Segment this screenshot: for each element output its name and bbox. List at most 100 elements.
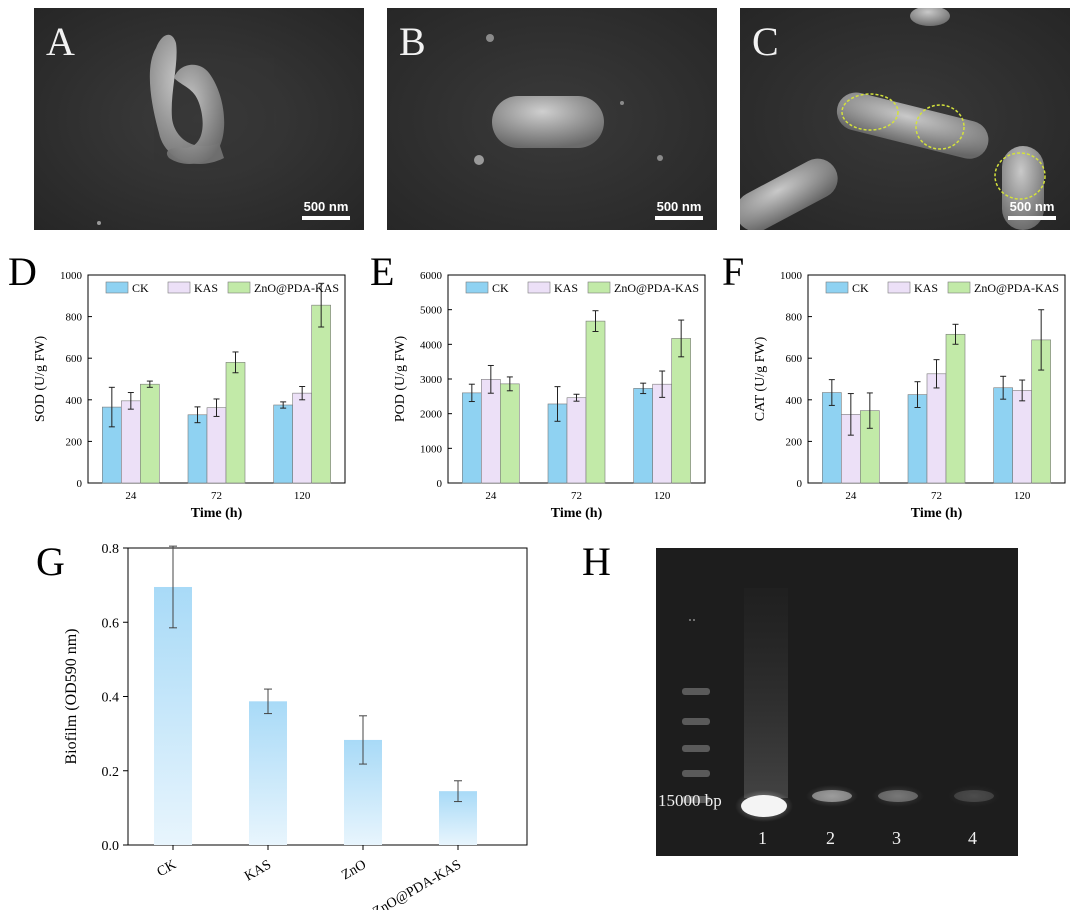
- legend-swatch: [105, 281, 129, 294]
- y-tick-label: 600: [786, 353, 803, 365]
- y-tick-label: 0: [437, 478, 443, 490]
- legend-label: ZnO@PDA-KAS: [974, 281, 1059, 295]
- legend-label: KAS: [194, 281, 218, 295]
- y-tick-label: 1000: [420, 443, 443, 455]
- bar-ck: [993, 387, 1013, 484]
- panel-label-a: A: [46, 19, 75, 64]
- y-tick-label: 0.2: [102, 765, 120, 780]
- legend-swatch: [527, 281, 551, 294]
- x-tick-label: ZnO: [339, 857, 369, 883]
- biofilm-chart: 0.0 0.2 0.4 0.6 0.8 CK KAS ZnO ZnO@PDA-KAS Biofil…: [63, 542, 528, 910]
- bar-zno-pda-kas: [225, 362, 246, 484]
- bar-ck: [633, 388, 653, 484]
- x-tick-label: 120: [1014, 490, 1031, 502]
- bar-zno-pda-kas: [311, 304, 331, 484]
- x-tick-label: 72: [931, 490, 942, 502]
- lane-number: 3: [892, 828, 901, 848]
- y-tick-label: 600: [66, 353, 83, 365]
- legend-label: CK: [132, 281, 149, 295]
- x-tick-label: 120: [654, 490, 671, 502]
- panel-label-d: D: [8, 249, 37, 294]
- scale-bar-label: 500 nm: [303, 199, 349, 214]
- y-tick-label: 1000: [60, 270, 83, 282]
- dna-band: [878, 790, 918, 802]
- bar-kas: [292, 392, 312, 484]
- legend-label: ZnO@PDA-KAS: [254, 281, 339, 295]
- scale-bar-c: 500 nm: [1008, 199, 1056, 220]
- bar-kas: [481, 379, 501, 484]
- legend-label: KAS: [554, 281, 578, 295]
- x-tick-label: ZnO@PDA-KAS: [371, 857, 464, 910]
- dna-band: [812, 790, 852, 802]
- y-tick-label: 4000: [420, 339, 443, 351]
- bar-kas: [1012, 390, 1032, 484]
- scale-bar-label: 500 nm: [1009, 199, 1055, 214]
- sem-panel-b: B 500 nm: [387, 8, 717, 230]
- bar-ck: [273, 404, 293, 484]
- bar-zno-pda-kas: [585, 320, 606, 484]
- ladder: [682, 688, 710, 803]
- scale-bar-b: 500 nm: [655, 199, 703, 220]
- band-glow: [872, 785, 924, 807]
- y-axis-label: SOD (U/g FW): [33, 336, 48, 423]
- panel-label-e: E: [370, 249, 395, 294]
- sem-panel-c: C 500 nm: [740, 8, 1070, 230]
- bar-zno-pda-kas: [140, 383, 160, 484]
- bar-ck: [822, 392, 842, 484]
- legend-swatch: [887, 281, 911, 294]
- bar-kas: [121, 400, 141, 484]
- legend-swatch: [465, 281, 489, 294]
- panel-label-h: H: [582, 539, 611, 584]
- y-axis-label: Biofilm (OD590 nm): [63, 629, 80, 765]
- y-tick-label: 0.4: [102, 691, 120, 706]
- y-tick-label: 0: [77, 478, 83, 490]
- lane-number: 2: [826, 828, 835, 848]
- x-tick-label: CK: [155, 857, 179, 880]
- legend-swatch: [825, 281, 849, 294]
- legend-label: CK: [492, 281, 509, 295]
- cat-chart: 0 200 400 600 800 1000 24 72 120 Time (h) CAT (U/g…: [753, 270, 1066, 521]
- dna-band: [954, 790, 994, 802]
- bar-kas: [566, 397, 587, 484]
- x-axis-label: Time (h): [191, 506, 243, 521]
- bar-zno-pda-kas: [671, 338, 691, 484]
- legend-swatch: [587, 281, 611, 294]
- scale-bar-label: 500 nm: [656, 199, 702, 214]
- bar-zno-pda-kas: [945, 333, 966, 484]
- bar-ck: [154, 586, 192, 845]
- gel-image: 15000 bp 1 2 3 4: [656, 548, 1018, 856]
- y-tick-label: 6000: [420, 270, 443, 282]
- scale-bar-a: 500 nm: [302, 199, 350, 220]
- y-axis-label: POD (U/g FW): [393, 336, 408, 423]
- panel-label-b: B: [399, 19, 426, 64]
- x-tick-label: 72: [571, 490, 582, 502]
- marker-label: 15000 bp: [658, 791, 722, 810]
- legend-swatch: [227, 281, 251, 294]
- legend-label: KAS: [914, 281, 938, 295]
- y-axis-label: CAT (U/g FW): [753, 336, 768, 421]
- x-tick-label: 24: [485, 490, 497, 502]
- bar-kas: [249, 701, 287, 845]
- bar-kas: [652, 383, 672, 484]
- x-tick-label: 24: [125, 490, 137, 502]
- band-glow: [948, 785, 1000, 807]
- y-tick-label: 0: [797, 478, 803, 490]
- x-tick-label: 24: [845, 490, 857, 502]
- legend-swatch: [167, 281, 191, 294]
- bar-ck: [462, 392, 482, 484]
- y-tick-label: 800: [786, 312, 803, 324]
- sem-panel-a: A 500 nm: [34, 8, 364, 230]
- y-tick-label: 200: [66, 436, 83, 448]
- y-tick-label: 3000: [420, 374, 443, 386]
- legend-label: CK: [852, 281, 869, 295]
- y-tick-label: 400: [786, 395, 803, 407]
- x-axis-label: Time (h): [911, 506, 963, 521]
- x-tick-label: KAS: [242, 857, 274, 884]
- y-tick-label: 800: [66, 312, 83, 324]
- y-tick-label: 400: [66, 395, 83, 407]
- pod-chart: 0 1000 2000 3000 4000 5000 6000 24 72 120 Time (h)…: [393, 270, 706, 521]
- panel-label-g: G: [36, 539, 65, 584]
- y-tick-label: 0.0: [102, 839, 120, 854]
- panel-label-f: F: [722, 249, 745, 294]
- band-glow: [806, 785, 858, 807]
